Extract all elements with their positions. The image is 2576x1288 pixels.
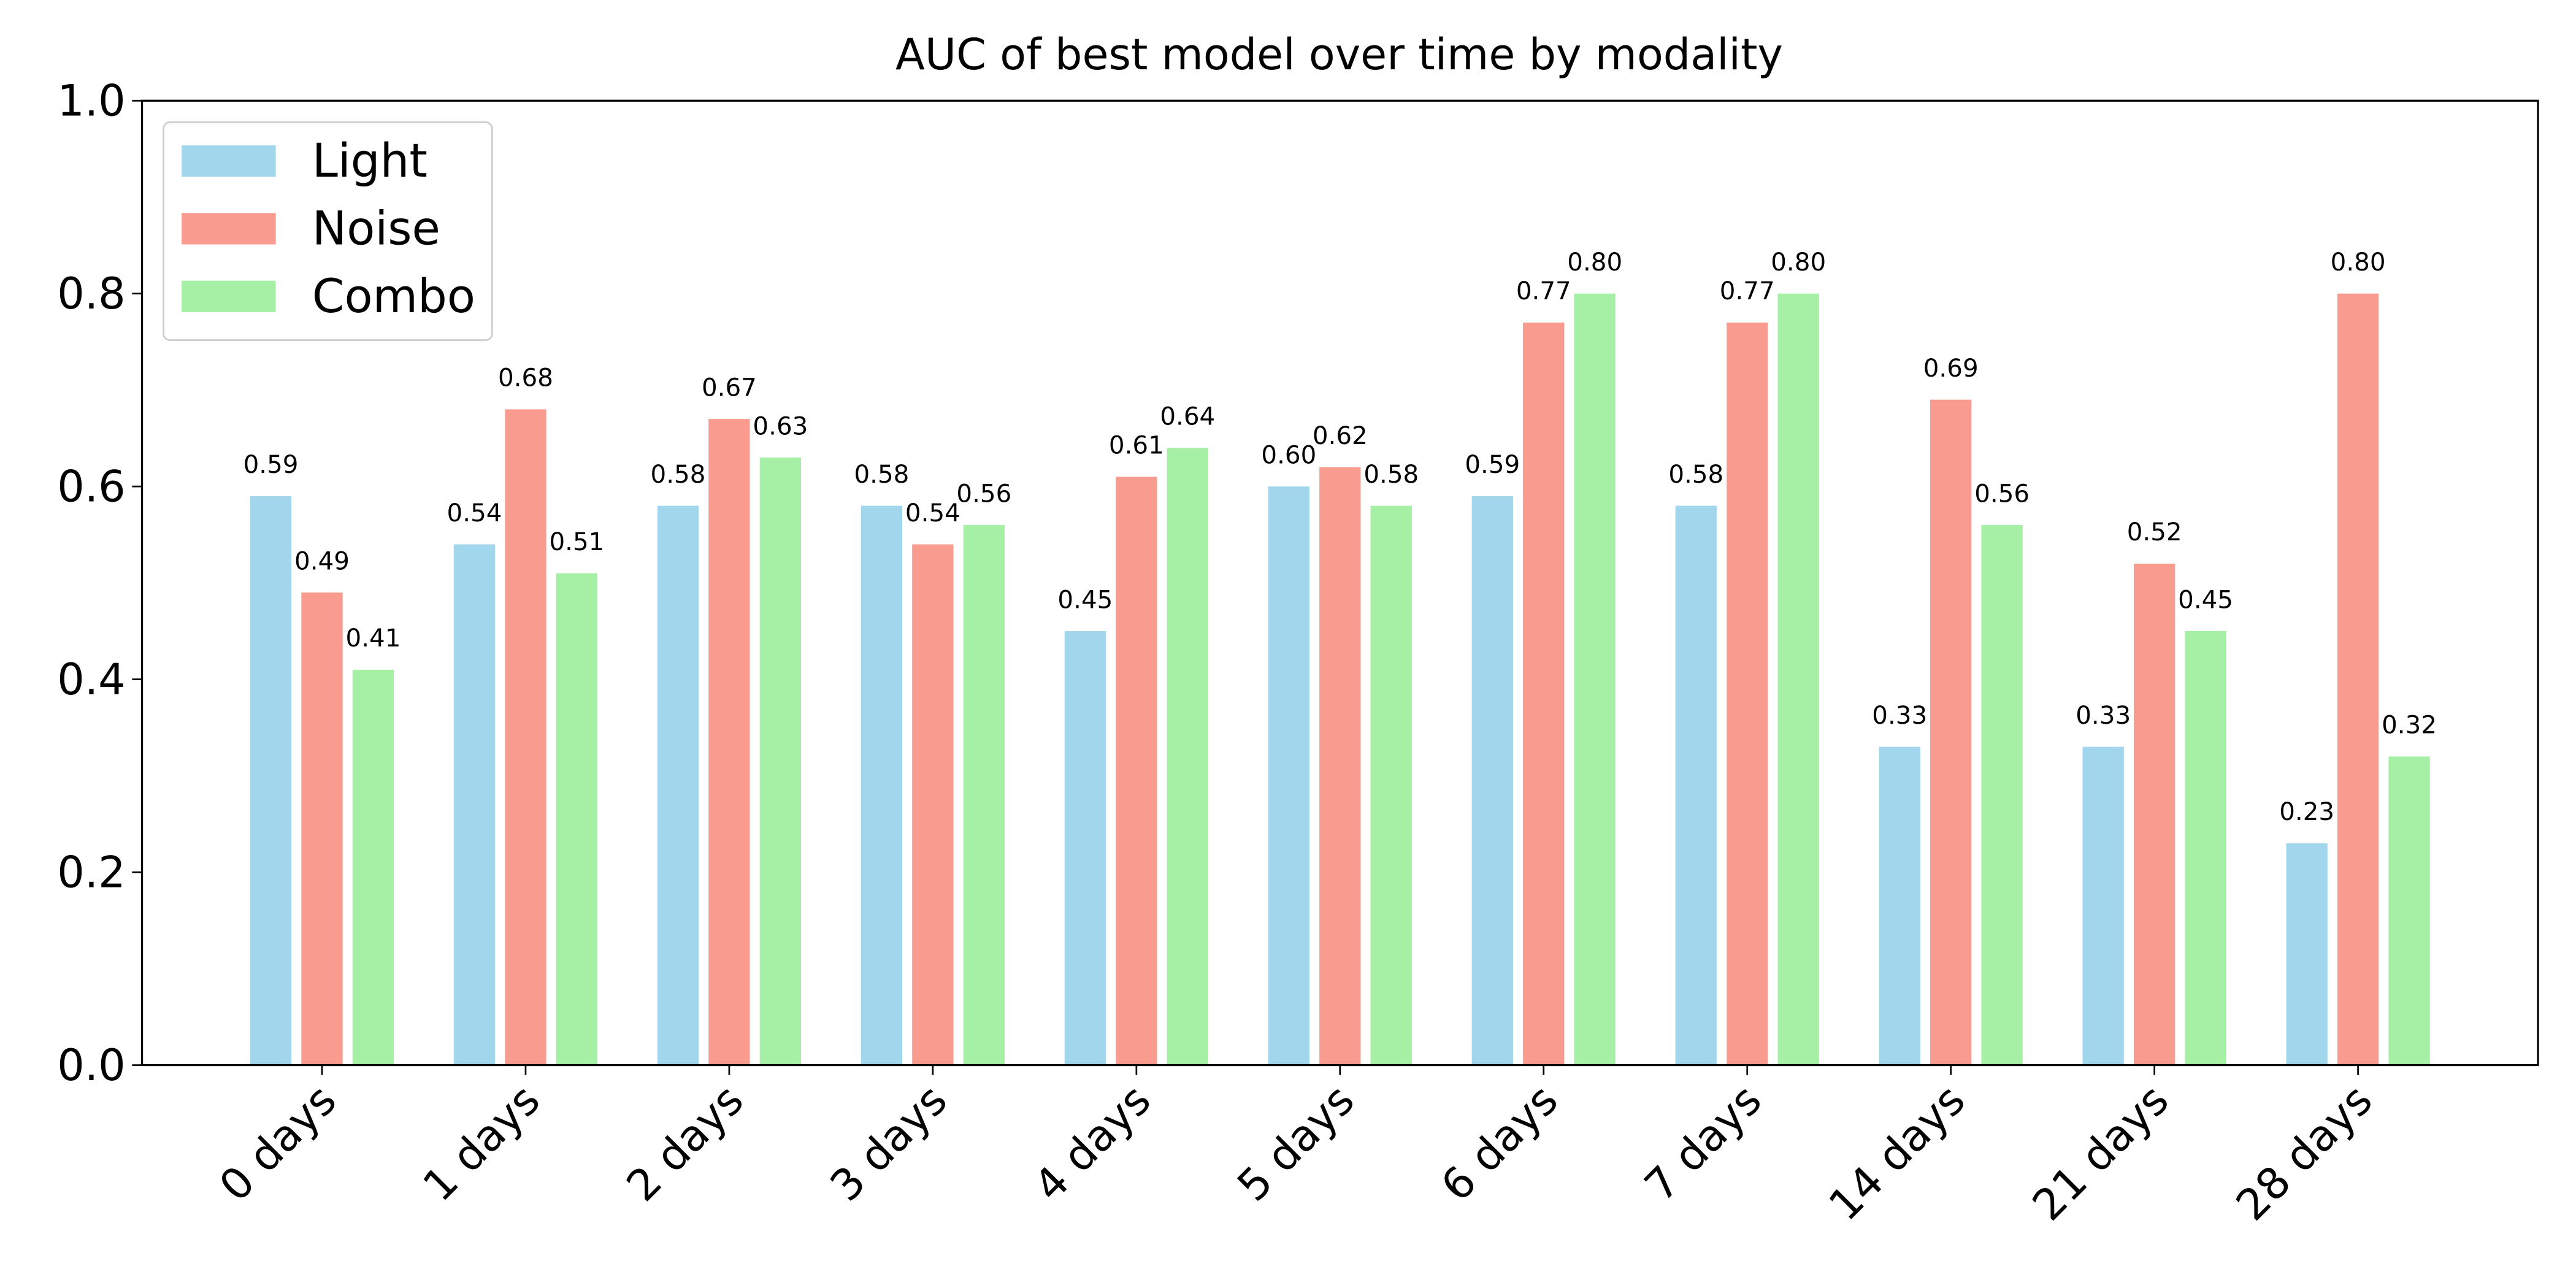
bar	[1777, 293, 1819, 1065]
value-label: 0.80	[2331, 248, 2386, 277]
value-label: 0.49	[294, 546, 350, 575]
value-label: 0.61	[1109, 431, 1164, 460]
bar	[1471, 496, 1513, 1065]
chart-title: AUC of best model over time by modality	[895, 29, 1783, 80]
value-label: 0.62	[1313, 421, 1368, 450]
bar	[912, 544, 954, 1065]
legend-label: Light	[312, 134, 427, 188]
bar	[1064, 631, 1106, 1065]
y-tick-label: 0.4	[57, 654, 125, 705]
legend-label: Combo	[312, 269, 475, 323]
bar	[1167, 448, 1208, 1065]
legend-swatch	[182, 280, 276, 312]
value-label: 0.41	[346, 624, 401, 653]
value-label: 0.60	[1261, 440, 1316, 469]
bar	[2133, 563, 2175, 1065]
bar	[505, 409, 546, 1065]
legend-swatch	[182, 213, 276, 245]
value-label: 0.32	[2382, 711, 2437, 740]
value-label: 0.68	[498, 364, 553, 393]
bar	[1879, 746, 1920, 1065]
y-tick-label: 0.8	[57, 269, 125, 319]
value-label: 0.59	[243, 450, 299, 479]
value-label: 0.77	[1516, 277, 1571, 305]
bar	[2388, 756, 2430, 1065]
bar	[1523, 322, 1565, 1065]
bar	[759, 457, 802, 1065]
bar	[352, 669, 394, 1065]
bar	[301, 592, 343, 1065]
value-label: 0.45	[1057, 585, 1113, 614]
value-label: 0.80	[1771, 248, 1826, 277]
bar	[1930, 399, 1972, 1065]
y-tick-label: 0.6	[57, 461, 125, 512]
value-label: 0.69	[1923, 354, 1979, 383]
legend: Light Noise Combo	[163, 121, 493, 341]
value-label: 0.54	[447, 499, 502, 527]
bar	[657, 505, 699, 1065]
bar	[1727, 322, 1768, 1065]
value-label: 0.58	[854, 460, 909, 489]
value-label: 0.23	[2279, 797, 2334, 826]
bar	[1268, 486, 1309, 1065]
value-label: 0.77	[1720, 277, 1775, 305]
value-label: 0.45	[2178, 585, 2233, 614]
value-label: 0.63	[753, 412, 808, 440]
bar	[2185, 631, 2226, 1065]
bar	[2286, 843, 2328, 1065]
bar	[1981, 525, 2023, 1065]
bar	[1675, 505, 1717, 1065]
bar	[453, 544, 496, 1065]
value-label: 0.52	[2127, 518, 2182, 546]
value-label: 0.33	[2076, 701, 2131, 730]
value-label: 0.56	[956, 479, 1011, 508]
bar	[1116, 477, 1157, 1065]
legend-swatch	[182, 145, 276, 177]
value-label: 0.58	[1363, 460, 1419, 489]
value-label: 0.54	[905, 499, 960, 527]
value-label: 0.80	[1567, 248, 1622, 277]
value-label: 0.58	[651, 460, 706, 489]
bar	[1370, 505, 1412, 1065]
value-label: 0.51	[549, 527, 604, 556]
value-label: 0.33	[1872, 701, 1927, 730]
bar	[963, 525, 1005, 1065]
bar	[2337, 293, 2379, 1065]
value-label: 0.58	[1668, 460, 1723, 489]
value-label: 0.64	[1160, 402, 1215, 431]
bar	[861, 505, 903, 1065]
bar	[2082, 746, 2124, 1065]
plot-frame	[140, 99, 2539, 1067]
bar	[250, 496, 292, 1065]
legend-label: Noise	[312, 201, 440, 255]
value-label: 0.59	[1465, 450, 1520, 479]
bar	[708, 419, 750, 1065]
y-tick-label: 0.0	[57, 1040, 125, 1091]
value-label: 0.67	[702, 373, 757, 402]
bar	[1319, 467, 1361, 1065]
y-tick-label: 1.0	[57, 75, 125, 126]
bar	[556, 573, 598, 1065]
y-tick-label: 0.2	[57, 847, 125, 897]
bar	[1574, 293, 1616, 1065]
value-label: 0.56	[1974, 479, 2030, 508]
